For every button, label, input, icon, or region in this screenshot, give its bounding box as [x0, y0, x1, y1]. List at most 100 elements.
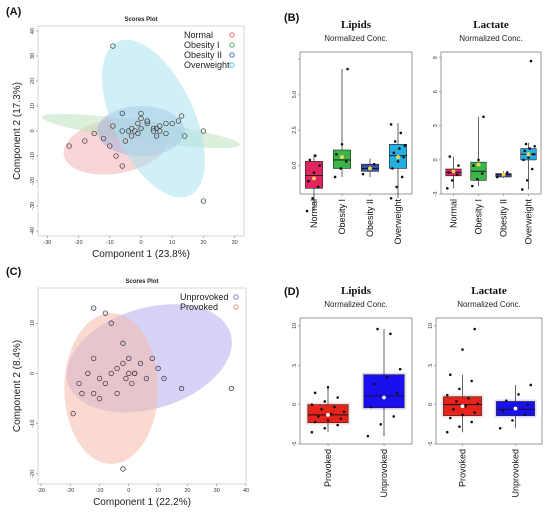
data-point	[464, 404, 467, 408]
x-tick-label: -10	[106, 240, 114, 246]
panel-label-b: (B)	[284, 12, 300, 24]
data-point	[455, 400, 458, 403]
data-point	[525, 179, 529, 182]
x-tick-label: 30	[214, 488, 220, 494]
y-tick-label: 5	[292, 364, 298, 367]
mean-marker	[526, 152, 531, 157]
panel-label-d: (D)	[284, 286, 300, 298]
data-point	[450, 179, 454, 182]
x-axis-label: Component 1 (23.8%)	[92, 249, 190, 260]
data-point	[175, 118, 182, 124]
data-point	[119, 128, 125, 134]
data-point	[448, 416, 452, 420]
legend-label: Obesity I	[184, 40, 220, 50]
data-point	[155, 365, 161, 372]
data-point	[114, 365, 120, 372]
data-point	[389, 332, 392, 336]
data-point	[522, 158, 525, 162]
category-label: Obesity I	[337, 199, 347, 235]
category-label: Provoked	[458, 449, 468, 487]
data-point	[305, 209, 309, 213]
legend-marker	[229, 42, 235, 48]
data-point	[91, 390, 97, 397]
mean-marker	[460, 404, 465, 409]
category-label: Overweight	[393, 199, 403, 245]
data-point	[313, 391, 317, 395]
x-tick-label: -30	[37, 488, 45, 494]
y-tick-label: 5	[428, 364, 434, 367]
data-point	[517, 393, 520, 396]
data-point	[458, 387, 461, 391]
data-point	[323, 400, 327, 403]
data-point	[458, 425, 461, 428]
data-point	[470, 420, 473, 424]
data-point	[530, 167, 534, 171]
data-point	[373, 382, 376, 386]
data-point	[511, 419, 514, 422]
plot-title: Scores Plot	[124, 17, 157, 23]
data-point	[523, 413, 526, 417]
plot-frame	[435, 317, 543, 445]
y-tick-label: 9	[433, 56, 439, 59]
boxplot-subtitle: Normalized Conc.	[457, 300, 521, 309]
y-tick-label: 30	[30, 53, 36, 59]
data-point	[461, 413, 464, 417]
data-point	[529, 383, 533, 387]
data-point	[85, 370, 91, 377]
data-point	[455, 173, 459, 176]
boxplot-title: Lactate	[471, 285, 507, 297]
y-tick-label: 0	[30, 372, 36, 375]
boxplot-subtitle: Normalized Conc.	[324, 34, 388, 43]
data-point	[526, 403, 530, 406]
data-point	[318, 164, 321, 167]
category-label: Normal	[309, 199, 319, 228]
data-point	[110, 43, 116, 49]
x-tick-label: -20	[66, 488, 74, 494]
mean-marker	[312, 176, 316, 181]
boxplot-title: Lipids	[341, 285, 372, 297]
y-tick-label: 10	[428, 323, 434, 329]
x-axis-label: Component 1 (22.2%)	[93, 497, 191, 508]
data-point	[316, 185, 320, 189]
data-point	[480, 172, 484, 175]
category-label: Provoked	[323, 449, 333, 487]
data-point	[402, 155, 405, 159]
data-point	[446, 187, 449, 190]
mean-marker	[476, 162, 481, 167]
data-point	[128, 133, 135, 139]
data-point	[313, 420, 317, 424]
data-point	[132, 370, 138, 377]
data-point	[144, 118, 150, 124]
data-point	[342, 410, 346, 414]
data-point	[70, 410, 76, 417]
legend-marker	[233, 304, 239, 310]
data-point	[396, 160, 400, 163]
legend-marker	[229, 62, 235, 68]
data-point	[138, 125, 144, 132]
data-point	[452, 408, 455, 411]
data-point	[102, 310, 109, 316]
mean-marker	[368, 166, 372, 171]
data-point	[66, 143, 72, 149]
data-point	[114, 390, 120, 397]
category-label: Obesity II	[499, 199, 509, 237]
boxplot-title: Lactate	[473, 19, 509, 31]
x-tick-label: 30	[232, 240, 238, 246]
y-axis-label: Component 2 (8.4%)	[12, 340, 23, 432]
legend-label: Provoked	[180, 302, 218, 312]
data-point	[228, 385, 235, 392]
category-label: Obesity II	[365, 199, 375, 237]
data-point	[119, 110, 125, 117]
data-point	[126, 370, 132, 377]
legend-label: Obesity II	[184, 50, 222, 60]
data-point	[125, 128, 132, 134]
data-point	[385, 375, 389, 379]
y-tick-label: 0	[433, 158, 439, 161]
data-point	[120, 360, 126, 367]
data-point	[149, 355, 155, 362]
data-point	[122, 138, 129, 144]
y-tick-label: 2.5	[292, 126, 298, 134]
data-point	[344, 160, 348, 163]
